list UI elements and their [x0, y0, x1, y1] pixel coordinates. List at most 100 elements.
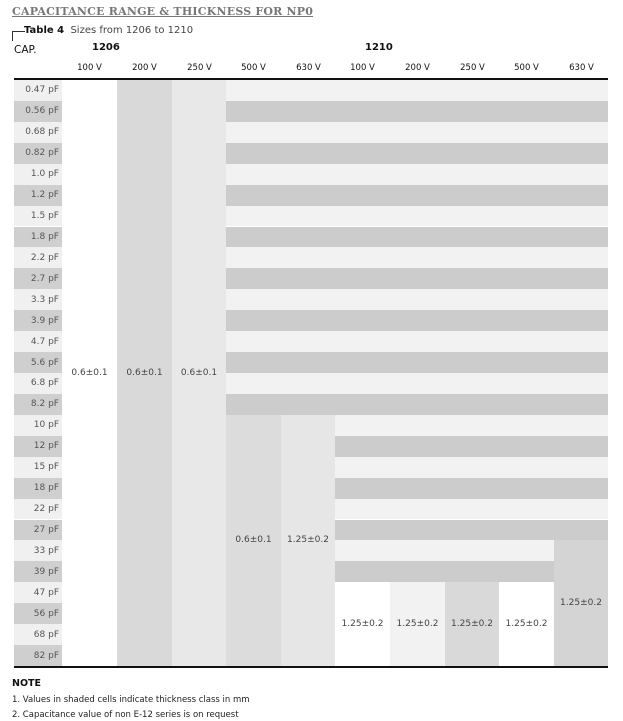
empty-cell-stripe — [499, 498, 554, 520]
voltage-header: 500 V — [241, 63, 266, 73]
cap-row-label: 27 pF — [14, 519, 62, 541]
empty-cell-stripe — [499, 352, 554, 373]
empty-cell-stripe — [445, 456, 499, 478]
empty-cell-stripe — [281, 121, 335, 143]
table-caption: Table 4 Sizes from 1206 to 1210 — [24, 25, 193, 36]
empty-cell-stripe — [390, 289, 445, 311]
empty-cell-stripe — [499, 205, 554, 227]
empty-cell-stripe — [445, 331, 499, 353]
cap-row-label: 18 pF — [14, 477, 62, 499]
empty-cell-stripe — [554, 226, 608, 248]
empty-cell-stripe — [390, 373, 445, 394]
empty-cell-stripe — [445, 226, 499, 248]
voltage-header: 250 V — [460, 63, 485, 73]
cap-row-label: 47 pF — [14, 582, 62, 604]
empty-cell-stripe — [390, 121, 445, 143]
table-top-rule — [14, 78, 608, 80]
empty-cell-stripe — [554, 80, 608, 101]
empty-cell-stripe — [445, 352, 499, 373]
empty-cell-stripe — [445, 540, 499, 562]
empty-cell-stripe — [554, 331, 608, 353]
cap-row-label: 68 pF — [14, 624, 62, 646]
empty-cell-stripe — [499, 456, 554, 478]
empty-cell-stripe — [499, 519, 554, 541]
empty-cell-stripe — [554, 435, 608, 457]
empty-cell-stripe — [499, 289, 554, 311]
empty-cell-stripe — [335, 310, 390, 332]
empty-cell-stripe — [390, 352, 445, 373]
empty-cell-stripe — [445, 142, 499, 164]
cap-column-header: CAP. — [14, 44, 37, 56]
empty-cell-stripe — [499, 414, 554, 436]
cap-row-label: 10 pF — [14, 414, 62, 436]
empty-cell-stripe — [554, 414, 608, 436]
empty-cell-stripe — [390, 540, 445, 562]
empty-cell-stripe — [445, 477, 499, 499]
empty-cell-stripe — [390, 268, 445, 290]
empty-cell-stripe — [335, 226, 390, 248]
empty-cell-stripe — [554, 519, 608, 541]
empty-cell-stripe — [554, 352, 608, 373]
empty-cell-stripe — [281, 184, 335, 206]
empty-cell-stripe — [226, 142, 281, 164]
empty-cell-stripe — [226, 163, 281, 185]
empty-cell-stripe — [554, 247, 608, 269]
empty-cell-stripe — [554, 310, 608, 332]
empty-cell-stripe — [335, 205, 390, 227]
empty-cell-stripe — [445, 498, 499, 520]
empty-cell-stripe — [335, 352, 390, 373]
size-header: 1210 — [365, 42, 393, 53]
empty-cell-stripe — [335, 498, 390, 520]
cap-row-label: 3.3 pF — [14, 289, 62, 311]
empty-cell-stripe — [390, 561, 445, 583]
empty-cell-stripe — [499, 100, 554, 122]
empty-cell-stripe — [226, 205, 281, 227]
thickness-cell: 1.25±0.2 — [499, 582, 554, 666]
cap-row-label: 1.0 pF — [14, 163, 62, 185]
table-number: Table 4 — [24, 25, 65, 36]
empty-cell-stripe — [226, 247, 281, 269]
cap-row-label: 15 pF — [14, 456, 62, 478]
empty-cell-stripe — [390, 142, 445, 164]
empty-cell-stripe — [445, 414, 499, 436]
empty-cell-stripe — [499, 373, 554, 394]
empty-cell-stripe — [281, 226, 335, 248]
empty-cell-stripe — [554, 393, 608, 415]
empty-cell-stripe — [226, 80, 281, 101]
empty-cell-stripe — [499, 561, 554, 583]
empty-cell-stripe — [226, 121, 281, 143]
empty-cell-stripe — [335, 373, 390, 394]
empty-cell-stripe — [554, 100, 608, 122]
empty-cell-stripe — [335, 456, 390, 478]
empty-cell-stripe — [281, 205, 335, 227]
empty-cell-stripe — [499, 435, 554, 457]
empty-cell-stripe — [499, 226, 554, 248]
empty-cell-stripe — [499, 163, 554, 185]
cap-row-label: 33 pF — [14, 540, 62, 562]
empty-cell-stripe — [445, 435, 499, 457]
cap-row-label: 1.2 pF — [14, 184, 62, 206]
empty-cell-stripe — [445, 205, 499, 227]
thickness-cell: 1.25±0.2 — [554, 540, 608, 666]
empty-cell-stripe — [335, 100, 390, 122]
empty-cell-stripe — [554, 456, 608, 478]
empty-cell-stripe — [335, 163, 390, 185]
cap-row-label: 6.8 pF — [14, 373, 62, 394]
empty-cell-stripe — [281, 331, 335, 353]
empty-cell-stripe — [390, 414, 445, 436]
thickness-cell: 1.25±0.2 — [335, 582, 390, 666]
empty-cell-stripe — [390, 226, 445, 248]
empty-cell-stripe — [390, 477, 445, 499]
empty-cell-stripe — [226, 226, 281, 248]
note-item: 2. Capacitance value of non E-12 series … — [12, 710, 239, 720]
empty-cell-stripe — [499, 393, 554, 415]
cap-row-label: 8.2 pF — [14, 393, 62, 415]
empty-cell-stripe — [281, 289, 335, 311]
empty-cell-stripe — [499, 310, 554, 332]
empty-cell-stripe — [281, 80, 335, 101]
empty-cell-stripe — [390, 331, 445, 353]
empty-cell-stripe — [445, 393, 499, 415]
empty-cell-stripe — [390, 519, 445, 541]
empty-cell-stripe — [390, 393, 445, 415]
thickness-cell: 0.6±0.1 — [117, 80, 172, 666]
